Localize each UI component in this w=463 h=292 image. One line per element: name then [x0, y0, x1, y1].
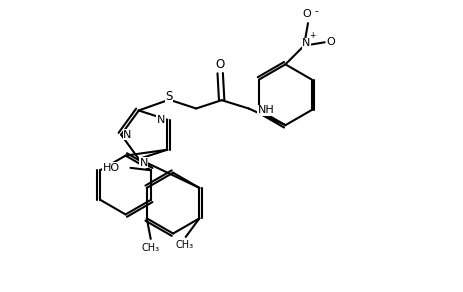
- Text: NH: NH: [257, 105, 274, 115]
- Text: N: N: [156, 115, 165, 125]
- Text: CH₃: CH₃: [175, 240, 194, 250]
- Text: S: S: [165, 90, 173, 103]
- Text: O: O: [302, 9, 311, 19]
- Text: N: N: [302, 38, 310, 48]
- Text: -: -: [314, 6, 318, 16]
- Text: O: O: [215, 58, 225, 71]
- Text: N: N: [139, 158, 148, 168]
- Text: O: O: [326, 37, 335, 47]
- Text: +: +: [308, 32, 315, 40]
- Text: CH₃: CH₃: [141, 243, 159, 253]
- Text: HO: HO: [102, 163, 119, 173]
- Text: N: N: [123, 130, 131, 140]
